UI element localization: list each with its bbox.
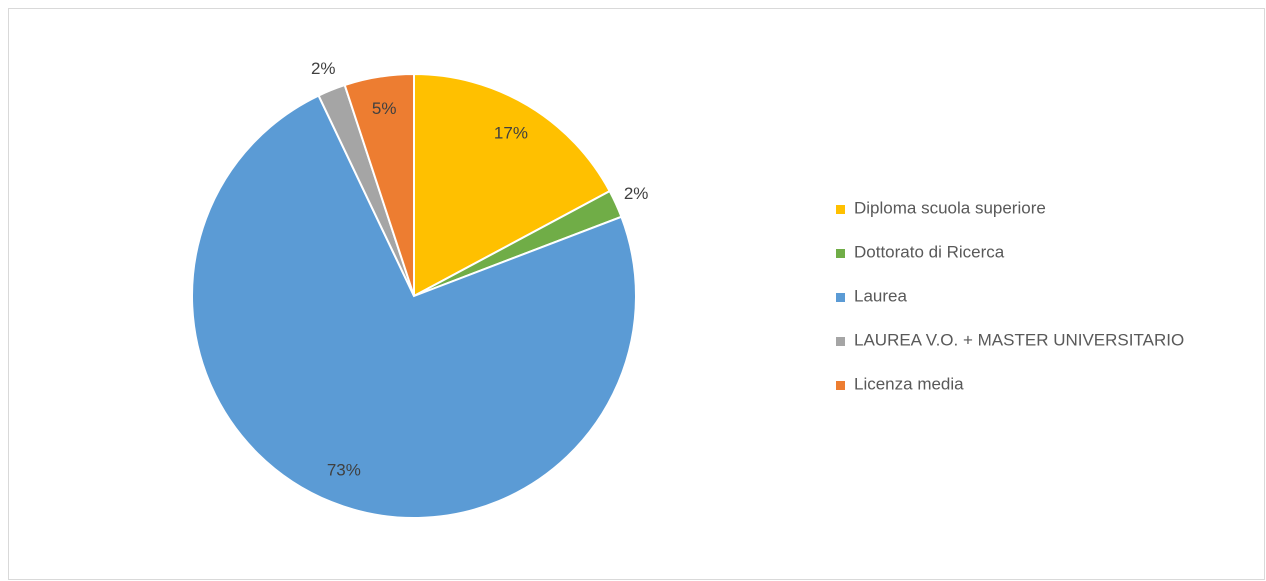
pie-slice	[343, 72, 415, 297]
data-label: 17%	[494, 124, 528, 143]
legend-swatch	[836, 381, 845, 390]
legend: Diploma scuola superiore Dottorato di Ric…	[836, 198, 1184, 393]
data-label: 2%	[311, 59, 336, 78]
data-label: 2%	[624, 184, 649, 203]
legend-swatch	[836, 249, 845, 258]
pie-slice	[191, 94, 637, 519]
legend-label: Licenza media	[854, 374, 964, 393]
data-label: 73%	[327, 461, 361, 480]
legend-swatch	[836, 205, 845, 214]
legend-label: Laurea	[854, 286, 907, 305]
data-label: 5%	[372, 99, 397, 118]
legend-label: Diploma scuola superiore	[854, 198, 1046, 217]
pie-slice	[413, 72, 612, 298]
legend-swatch	[836, 293, 845, 302]
legend-label: Dottorato di Ricerca	[854, 242, 1005, 261]
legend-label: LAUREA V.O. + MASTER UNIVERSITARIO	[854, 330, 1184, 349]
legend-swatch	[836, 337, 845, 346]
